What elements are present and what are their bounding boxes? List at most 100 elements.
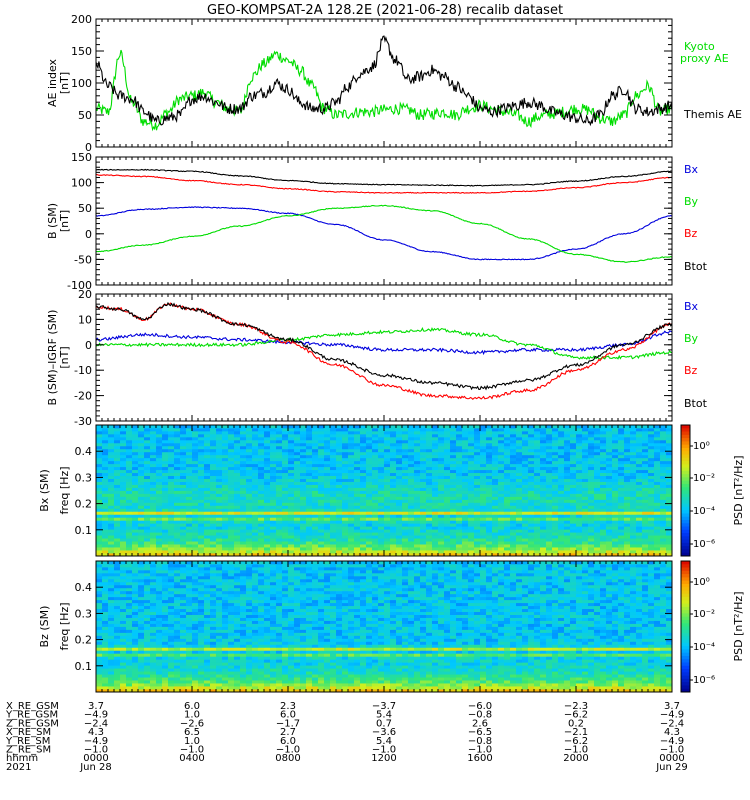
heatmap-cell xyxy=(204,425,211,429)
heatmap-cell xyxy=(372,520,379,524)
heatmap-cell xyxy=(384,427,391,432)
heatmap-cell xyxy=(456,472,463,477)
heatmap-cell xyxy=(516,442,523,447)
heatmap-cell xyxy=(534,457,541,462)
heatmap-cell xyxy=(432,475,439,479)
heatmap-cell xyxy=(102,466,109,471)
heatmap-cell xyxy=(174,526,181,530)
heatmap-cell xyxy=(120,496,127,500)
heatmap-cell xyxy=(318,475,325,479)
heatmap-cell xyxy=(126,484,133,488)
heatmap-cell xyxy=(534,526,541,530)
heatmap-cell xyxy=(426,553,433,557)
heatmap-cell xyxy=(348,448,355,453)
heatmap-cell xyxy=(570,460,577,465)
heatmap-cell xyxy=(240,547,247,551)
heatmap-cell xyxy=(354,472,361,477)
heatmap-cell xyxy=(666,439,673,444)
heatmap-cell xyxy=(426,529,433,533)
heatmap-cell xyxy=(498,463,505,468)
heatmap-cell xyxy=(438,508,445,512)
heatmap-cell xyxy=(372,541,379,545)
heatmap-cell xyxy=(180,520,187,524)
heatmap-cell xyxy=(150,427,157,432)
heatmap-cell xyxy=(606,487,613,491)
heatmap-cell xyxy=(300,433,307,438)
heatmap-cell xyxy=(258,463,265,468)
heatmap-cell xyxy=(426,538,433,542)
heatmap-cell xyxy=(570,520,577,524)
heatmap-cell xyxy=(426,511,433,515)
heatmap-cell xyxy=(666,472,673,477)
heatmap-cell xyxy=(504,490,511,494)
heatmap-cell xyxy=(642,535,649,539)
heatmap-cell xyxy=(180,457,187,462)
heatmap-cell xyxy=(642,520,649,524)
heatmap-cell xyxy=(312,526,319,530)
heatmap-cell xyxy=(210,475,217,479)
heatmap-cell xyxy=(240,517,247,521)
heatmap-cell xyxy=(120,478,127,482)
heatmap-cell xyxy=(216,442,223,447)
heatmap-cell xyxy=(474,463,481,468)
heatmap-cell xyxy=(468,430,475,435)
heatmap-cell xyxy=(276,511,283,515)
heatmap-cell xyxy=(432,517,439,521)
heatmap-cell xyxy=(648,484,655,488)
heatmap-cell xyxy=(366,442,373,447)
heatmap-cell xyxy=(624,529,631,533)
heatmap-cell xyxy=(234,547,241,551)
heatmap-cell xyxy=(150,511,157,515)
heatmap-cell xyxy=(366,514,373,518)
heatmap-cell xyxy=(234,487,241,491)
heatmap-cell xyxy=(342,442,349,447)
heatmap-cell xyxy=(384,499,391,503)
heatmap-cell xyxy=(138,541,145,545)
heatmap-cell xyxy=(414,496,421,500)
heatmap-cell xyxy=(162,511,169,515)
heatmap-cell xyxy=(240,553,247,557)
heatmap-cell xyxy=(648,553,655,557)
heatmap-cell xyxy=(150,469,157,474)
heatmap-cell xyxy=(480,547,487,551)
heatmap-cell xyxy=(528,427,535,432)
heatmap-cell xyxy=(618,547,625,551)
heatmap-cell xyxy=(174,508,181,512)
heatmap-cell xyxy=(582,553,589,557)
heatmap-cell xyxy=(636,478,643,482)
heatmap-cell xyxy=(318,553,325,557)
heatmap-cell xyxy=(264,427,271,432)
heatmap-cell xyxy=(414,547,421,551)
heatmap-cell xyxy=(270,514,277,518)
heatmap-cell xyxy=(366,469,373,474)
heatmap-cell xyxy=(390,439,397,444)
heatmap-cell xyxy=(378,496,385,500)
heatmap-cell xyxy=(654,550,661,554)
heatmap-cell xyxy=(228,523,235,527)
heatmap-cell xyxy=(324,463,331,468)
heatmap-cell xyxy=(528,484,535,488)
heatmap-cell xyxy=(558,475,565,479)
heatmap-cell xyxy=(300,487,307,491)
heatmap-cell xyxy=(444,439,451,444)
heatmap-cell xyxy=(396,457,403,462)
heatmap-cell xyxy=(300,550,307,554)
heatmap-cell xyxy=(138,448,145,453)
heatmap-cell xyxy=(288,535,295,539)
heatmap-cell xyxy=(378,457,385,462)
heatmap-cell xyxy=(360,478,367,482)
heatmap-cell xyxy=(606,541,613,545)
heatmap-cell xyxy=(300,499,307,503)
heatmap-cell xyxy=(174,475,181,479)
heatmap-cell xyxy=(606,544,613,548)
heatmap-cell xyxy=(612,460,619,465)
heatmap-cell xyxy=(204,520,211,524)
heatmap-cell xyxy=(258,520,265,524)
heatmap-cell xyxy=(102,520,109,524)
heatmap-cell xyxy=(636,448,643,453)
heatmap-cell xyxy=(156,505,163,509)
heatmap-cell xyxy=(636,469,643,474)
heatmap-cell xyxy=(420,544,427,548)
heatmap-cell xyxy=(366,550,373,554)
heatmap-cell xyxy=(564,532,571,536)
